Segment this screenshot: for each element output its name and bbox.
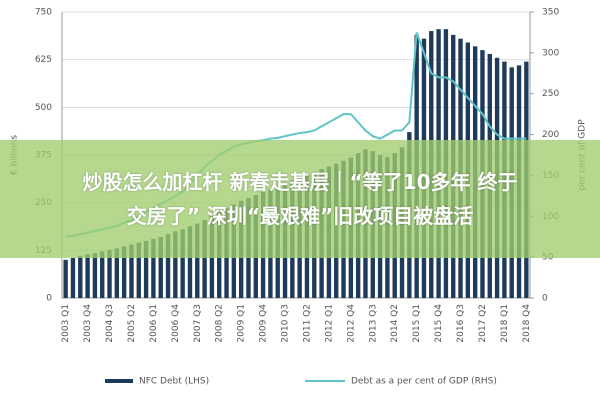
legend-label: NFC Debt (LHS): [139, 377, 209, 387]
x-tick-label: 2012 Q4: [346, 304, 356, 343]
bar: [63, 259, 68, 298]
x-tick-label: 2003 Q1: [61, 304, 71, 343]
y2-tick-label: 350: [542, 8, 559, 18]
x-tick-label: 2008 Q2: [215, 304, 225, 343]
y-tick-label: 625: [35, 55, 52, 65]
y2-tick-label: 200: [542, 130, 559, 140]
overlay-line: 炒股怎么加杠杆 新春走基层｜“等了10多年 终于: [82, 170, 518, 194]
bar: [114, 248, 120, 298]
bar: [165, 233, 171, 298]
overlay-line: 交房了” 深圳“最艰难”旧改项目被盘活: [126, 204, 474, 228]
bar: [107, 249, 112, 298]
bar: [70, 257, 76, 298]
x-tick-label: 2004 Q3: [105, 304, 115, 343]
y-tick-label: 0: [46, 294, 52, 304]
x-tick-label: 2006 Q4: [171, 304, 181, 343]
x-tick-label: 2009 Q4: [259, 304, 269, 343]
y-tick-label: 750: [35, 8, 52, 18]
bar: [195, 223, 200, 298]
x-tick-label: 2018 Q4: [522, 304, 532, 343]
x-tick-label: 2015 Q4: [434, 304, 444, 343]
bar: [85, 254, 90, 298]
legend-swatch: [105, 379, 133, 383]
y2-tick-label: 250: [542, 89, 559, 99]
bar: [173, 231, 178, 298]
x-tick-label: 2010 Q3: [281, 304, 291, 343]
bar: [100, 251, 105, 298]
bar: [180, 229, 185, 298]
bar: [129, 244, 134, 298]
bar: [143, 240, 149, 298]
bar: [121, 246, 127, 298]
x-tick-label: 2011 Q2: [302, 304, 312, 343]
x-tick-label: 2016 Q3: [456, 304, 466, 343]
x-tick-label: 2013 Q3: [368, 304, 378, 343]
x-tick-label: 2007 Q3: [193, 304, 203, 343]
x-tick-label: 2018 Q1: [500, 304, 510, 343]
bar: [158, 236, 163, 298]
bar: [187, 226, 193, 298]
x-tick-label: 2006 Q1: [149, 304, 159, 343]
x-tick-label: 2005 Q2: [127, 304, 137, 343]
y-tick-label: 500: [35, 103, 52, 113]
overlay-banner: 炒股怎么加杠杆 新春走基层｜“等了10多年 终于 交房了” 深圳“最艰难”旧改项…: [0, 140, 600, 258]
y2-tick-label: 300: [542, 48, 559, 58]
y2-tick-label: 0: [542, 294, 548, 304]
bar: [136, 242, 141, 298]
bar: [202, 219, 207, 298]
x-tick-label: 2012 Q1: [324, 304, 334, 343]
x-tick-label: 2015 Q1: [412, 304, 422, 343]
bar: [92, 253, 98, 298]
bar: [78, 256, 83, 298]
x-tick-label: 2009 Q1: [237, 304, 247, 343]
bar: [151, 238, 156, 298]
x-tick-label: 2003 Q4: [83, 304, 93, 343]
x-tick-label: 2017 Q2: [478, 304, 488, 343]
legend-label: Debt as a per cent of GDP (RHS): [351, 377, 497, 387]
x-tick-label: 2014 Q2: [390, 304, 400, 343]
